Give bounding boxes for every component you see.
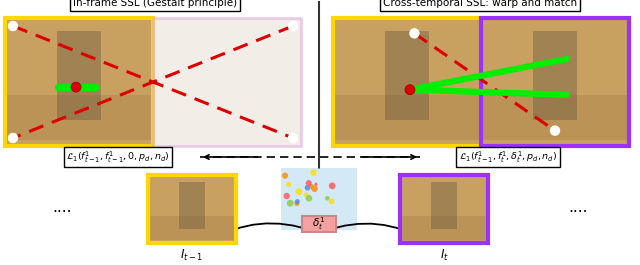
Circle shape (306, 180, 312, 186)
Text: Cross-temporal SSL: warp and match: Cross-temporal SSL: warp and match (383, 0, 577, 8)
Text: $I_t$: $I_t$ (440, 248, 449, 263)
Circle shape (314, 183, 317, 186)
Bar (7, 95, 151, 140)
Circle shape (284, 193, 290, 199)
Bar (5, 18, 153, 146)
Text: ....: .... (568, 201, 588, 215)
Circle shape (306, 195, 312, 202)
Circle shape (282, 173, 288, 179)
Bar (400, 175, 488, 243)
Bar (281, 168, 357, 230)
Circle shape (304, 192, 308, 197)
Circle shape (8, 21, 17, 30)
Circle shape (308, 184, 314, 189)
Bar (431, 182, 457, 229)
Circle shape (325, 196, 330, 201)
Circle shape (294, 201, 300, 206)
Text: $I_{t-1}$: $I_{t-1}$ (180, 248, 204, 263)
Circle shape (405, 85, 415, 95)
Bar (385, 31, 429, 120)
Bar (335, 95, 479, 140)
Circle shape (329, 183, 335, 189)
Circle shape (410, 29, 419, 38)
Circle shape (550, 126, 559, 135)
Text: $\mathcal{L}_1(f^1_{t-1}, f^1_t, \delta^1_t, p_d, n_d)$: $\mathcal{L}_1(f^1_{t-1}, f^1_t, \delta^… (459, 149, 557, 165)
Bar (57, 31, 101, 120)
Bar (179, 182, 205, 229)
Circle shape (289, 21, 298, 30)
Circle shape (8, 134, 17, 143)
Text: In-frame SSL (Gestalt principle): In-frame SSL (Gestalt principle) (73, 0, 237, 8)
Circle shape (287, 200, 294, 207)
Circle shape (295, 199, 300, 204)
Text: $\delta^1_t$: $\delta^1_t$ (312, 216, 326, 232)
Circle shape (289, 134, 298, 143)
Circle shape (305, 185, 310, 191)
Bar (483, 95, 627, 140)
Bar (150, 216, 234, 240)
Bar (481, 18, 629, 146)
Circle shape (310, 169, 317, 176)
Circle shape (286, 182, 291, 187)
Circle shape (311, 186, 318, 192)
Bar (333, 18, 481, 146)
Bar (402, 216, 486, 240)
Bar (302, 216, 336, 232)
Bar (153, 18, 301, 146)
Circle shape (296, 188, 302, 195)
Circle shape (329, 198, 335, 204)
Text: $\mathcal{L}_1(f^1_{t-1}, f^1_{t-1}, 0, p_d, n_d)$: $\mathcal{L}_1(f^1_{t-1}, f^1_{t-1}, 0, … (67, 149, 170, 165)
Circle shape (71, 82, 81, 92)
Bar (532, 31, 577, 120)
Bar (148, 175, 236, 243)
Text: ....: .... (52, 201, 72, 215)
